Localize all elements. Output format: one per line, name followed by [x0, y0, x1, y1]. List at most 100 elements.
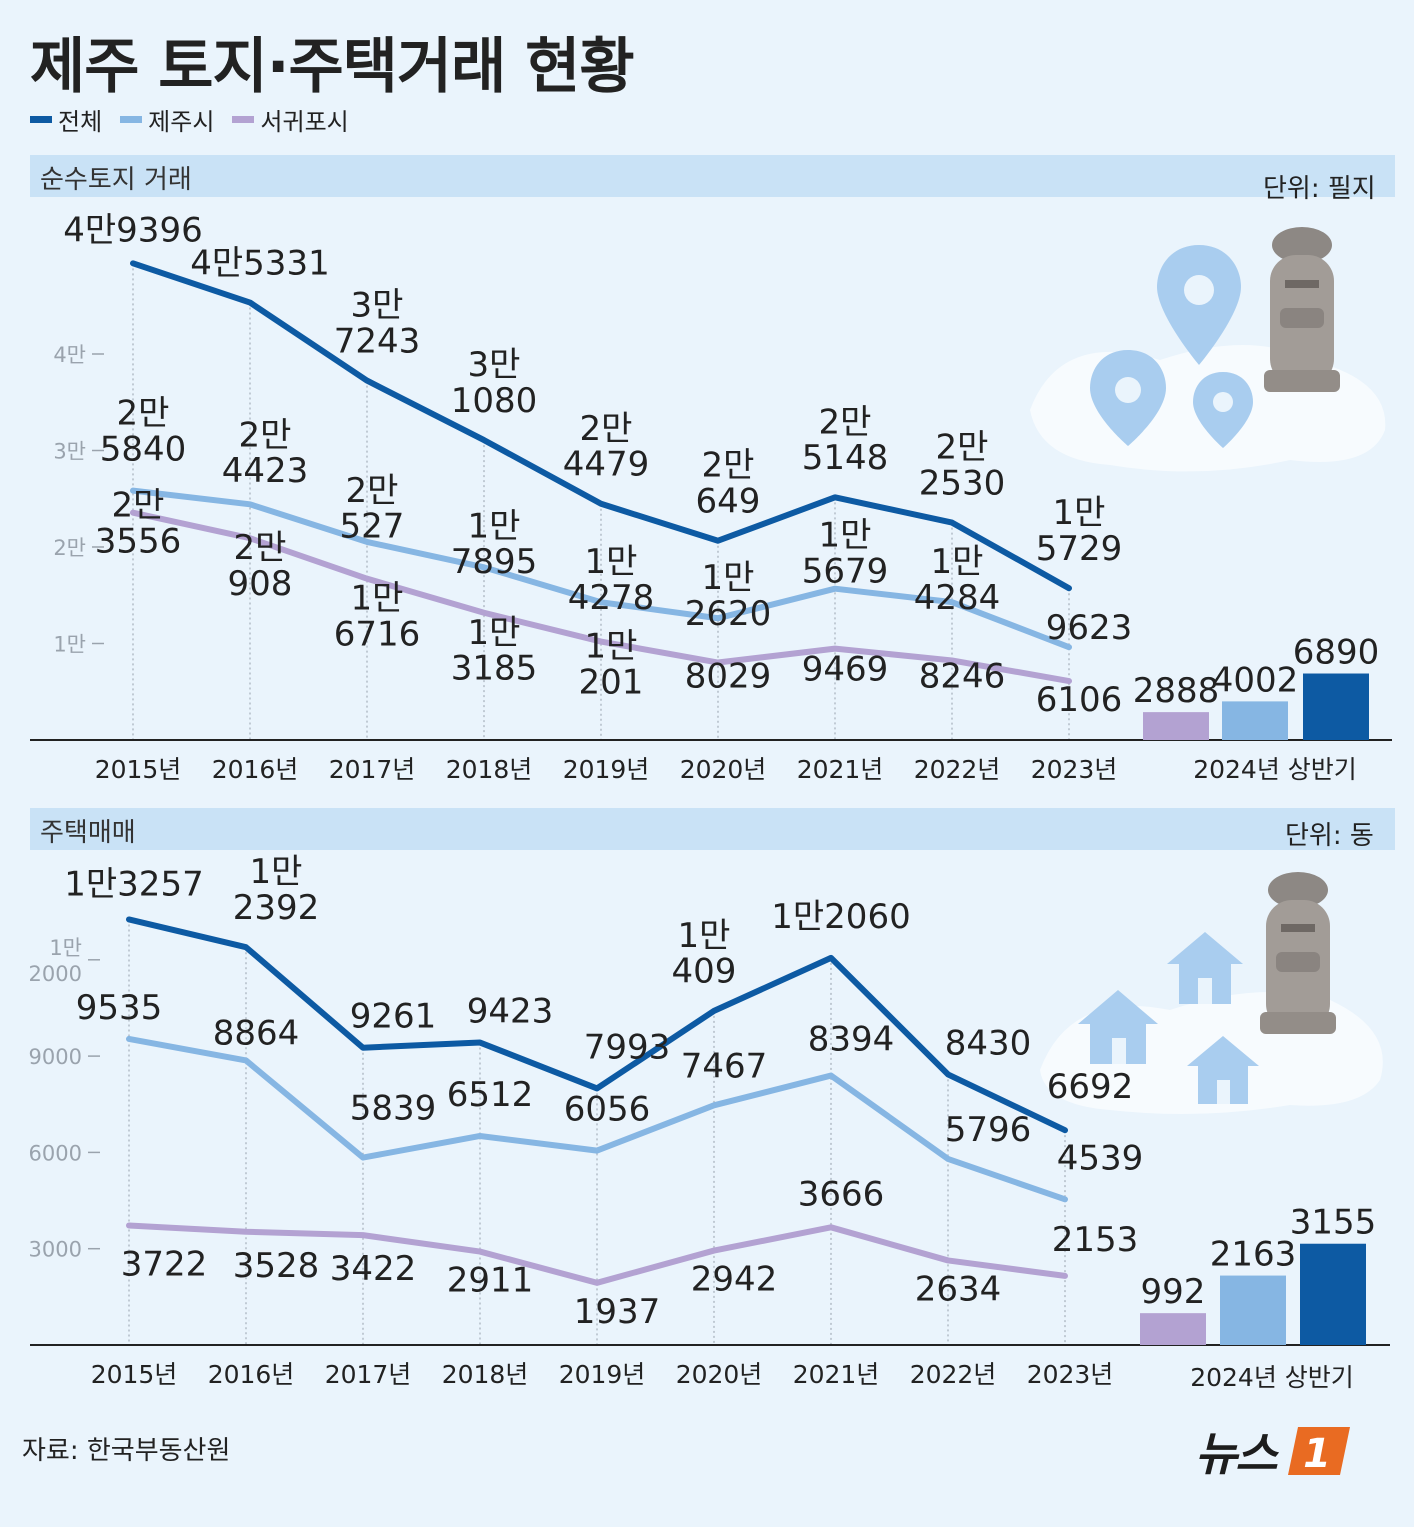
data-label-전체: 1만 5729 [1036, 493, 1123, 569]
y-tick-label: 3만 [53, 440, 86, 464]
data-label-전체: 9423 [467, 992, 554, 1032]
location-pin-icon [1030, 245, 1386, 472]
land-unit-label: 단위: 필지 [1263, 174, 1376, 204]
legend-item-jeju: 제주시 [120, 102, 214, 137]
data-label-서귀포시: 3722 [121, 1245, 208, 1285]
x-tick-label: 2017년 [325, 1360, 412, 1389]
series-line-제주시 [126, 1035, 1068, 1203]
x-tick-label: 2015년 [91, 1360, 178, 1389]
data-label-제주시: 1만 5679 [802, 516, 889, 592]
data-label-제주시: 1만 4278 [568, 542, 655, 618]
stone-statue-icon [1264, 227, 1340, 392]
x-tick-label: 2023년 [1027, 1360, 1114, 1389]
bar-label-서귀포시: 992 [1141, 1272, 1206, 1312]
data-label-제주시: 8394 [808, 1020, 895, 1060]
data-label-서귀포시: 1937 [574, 1292, 661, 1332]
series-line-전체 [126, 916, 1068, 1134]
y-tick-label: 1만 2000 [29, 936, 82, 986]
data-label-전체: 4만5331 [190, 244, 329, 284]
legend-swatch-seogwipo [232, 116, 255, 123]
data-label-제주시: 1만 7895 [451, 506, 538, 582]
data-label-전체: 2만 5148 [802, 402, 889, 478]
y-tick-label: 6000 [29, 1141, 82, 1165]
land-section-title: 순수토지 거래 [40, 165, 192, 195]
legend: 전체 제주시 서귀포시 [30, 102, 349, 137]
bar-category-label: 2024년 상반기 [1190, 1363, 1354, 1392]
data-label-전체: 2만 4479 [563, 409, 650, 485]
data-label-서귀포시: 9469 [802, 650, 889, 690]
data-label-전체: 6692 [1047, 1067, 1134, 1107]
x-tick-label: 2022년 [910, 1360, 997, 1389]
source-note: 자료: 한국부동산원 [22, 1436, 231, 1466]
y-tick-label: 9000 [29, 1045, 82, 1069]
data-label-서귀포시: 8246 [919, 656, 1006, 696]
data-label-전체: 1만2060 [771, 897, 910, 937]
data-label-제주시: 7467 [681, 1046, 768, 1086]
data-label-전체: 1만 409 [672, 916, 737, 992]
bar-2024-서귀포시 [1140, 1313, 1206, 1345]
data-label-제주시: 5796 [945, 1110, 1032, 1150]
data-label-전체: 1만 2392 [233, 852, 320, 928]
x-tick-label: 2023년 [1031, 755, 1118, 784]
data-label-서귀포시: 3422 [330, 1249, 417, 1289]
data-label-전체: 1만3257 [64, 864, 203, 904]
y-tick-label: 4만 [53, 343, 86, 367]
logo-mark-icon: 1 [1287, 1427, 1350, 1477]
series-line-서귀포시 [130, 509, 1072, 685]
legend-label-total: 전체 [58, 108, 103, 136]
data-label-전체: 2만 2530 [919, 428, 1006, 504]
series-line-전체 [130, 260, 1072, 592]
x-tick-label: 2020년 [680, 755, 767, 784]
legend-label-seogwipo: 서귀포시 [260, 108, 349, 136]
data-label-제주시: 1만 4284 [914, 542, 1001, 618]
bar-2024-서귀포시 [1143, 712, 1209, 740]
data-label-제주시: 5839 [350, 1089, 437, 1129]
y-tick-label: 3000 [29, 1238, 82, 1262]
data-label-서귀포시: 6106 [1036, 680, 1123, 720]
x-tick-label: 2019년 [563, 755, 650, 784]
x-tick-label: 2016년 [208, 1360, 295, 1389]
legend-swatch-jeju [120, 116, 143, 123]
data-label-서귀포시: 2153 [1052, 1220, 1139, 1260]
data-label-제주시: 8864 [213, 1013, 300, 1053]
x-tick-label: 2020년 [676, 1360, 763, 1389]
data-label-제주시: 2만 4423 [222, 415, 309, 491]
bar-2024-전체 [1300, 1243, 1366, 1345]
data-label-서귀포시: 1만 6716 [334, 579, 421, 655]
y-tick-label: 2만 [53, 536, 86, 560]
data-label-서귀포시: 2634 [915, 1269, 1002, 1309]
data-label-전체: 9261 [350, 997, 437, 1037]
land-chart: 1만 2만 3만 4만 2015년 2016년 2017년 2018년 2019년 2020년 20… [30, 210, 1392, 784]
x-tick-label: 2018년 [446, 755, 533, 784]
series-line-서귀포시 [126, 1222, 1068, 1286]
x-tick-label: 2021년 [797, 755, 884, 784]
data-label-제주시: 2만 5840 [100, 394, 187, 470]
data-label-서귀포시: 2942 [691, 1260, 778, 1300]
legend-item-seogwipo: 서귀포시 [232, 102, 349, 137]
data-label-제주시: 6056 [564, 1090, 651, 1130]
data-label-서귀포시: 1만 3185 [451, 613, 538, 689]
x-tick-label: 2019년 [559, 1360, 646, 1389]
stone-statue-icon-2 [1260, 872, 1336, 1034]
bar-label-전체: 6890 [1293, 633, 1380, 673]
x-tick-label: 2018년 [442, 1360, 529, 1389]
series-line-제주시 [130, 487, 1072, 651]
legend-swatch-total [30, 116, 52, 123]
data-label-제주시: 9623 [1046, 608, 1133, 648]
x-tick-label: 2022년 [914, 755, 1001, 784]
legend-label-jeju: 제주시 [148, 108, 215, 136]
data-label-서귀포시: 1만 201 [579, 627, 644, 703]
housing-section-banner: 주택매매 [30, 808, 1395, 850]
data-label-제주시: 4539 [1057, 1138, 1144, 1178]
data-label-전체: 4만9396 [63, 210, 202, 250]
data-label-전체: 3만 7243 [334, 286, 421, 362]
logo-mark-text: 1 [1303, 1431, 1331, 1477]
x-tick-label: 2017년 [329, 755, 416, 784]
housing-section-title: 주택매매 [40, 818, 136, 848]
data-label-전체: 8430 [945, 1023, 1032, 1063]
x-tick-label: 2015년 [95, 755, 182, 784]
data-label-제주시: 1만 2620 [685, 558, 772, 634]
bar-category-label: 2024년 상반기 [1193, 755, 1357, 784]
data-label-서귀포시: 3528 [233, 1246, 320, 1286]
